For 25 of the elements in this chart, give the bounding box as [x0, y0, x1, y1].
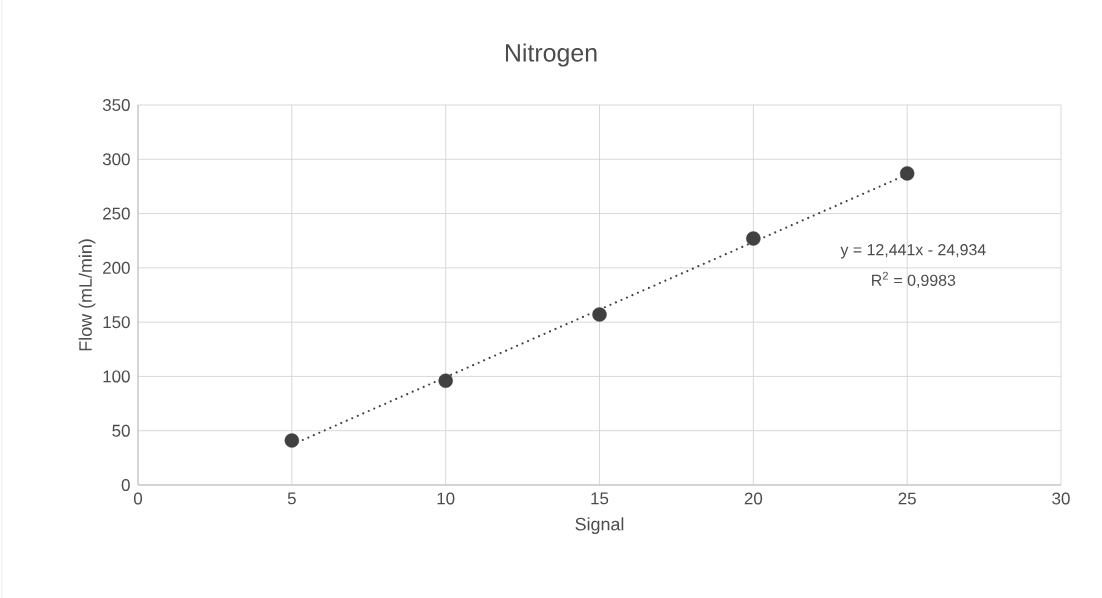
y-axis-title: Flow (mL/min) — [78, 239, 96, 351]
x-tick-label: 30 — [1052, 492, 1070, 505]
y-tick-label: 100 — [103, 370, 130, 383]
annotation: R$^{2}$ = 0,9983 — [872, 271, 956, 288]
x-tick-label: 20 — [744, 492, 763, 505]
point — [592, 307, 607, 322]
point — [746, 231, 761, 246]
y-tick-label: 250 — [103, 207, 130, 220]
annotation: y = 12,441x - 24,934 — [840, 244, 986, 259]
x-axis-title: Signal — [575, 517, 624, 535]
x-tick-label: 5 — [287, 492, 296, 505]
y-tick-label: 50 — [112, 424, 130, 437]
x-tick-label: 25 — [898, 492, 916, 505]
x-tick-label: 0 — [133, 492, 143, 505]
point — [284, 433, 300, 448]
chart-title: Nitrogen — [505, 43, 597, 67]
point — [899, 166, 915, 181]
y-tick-label: 0 — [121, 478, 130, 491]
x-tick-label: 10 — [437, 492, 455, 505]
y-tick-label: 200 — [103, 261, 130, 274]
point — [438, 373, 453, 388]
y-tick-label: 350 — [102, 98, 130, 111]
x-tick-label: 15 — [591, 492, 609, 505]
y-tick-label: 300 — [102, 153, 130, 166]
y-tick-label: 150 — [103, 316, 130, 329]
